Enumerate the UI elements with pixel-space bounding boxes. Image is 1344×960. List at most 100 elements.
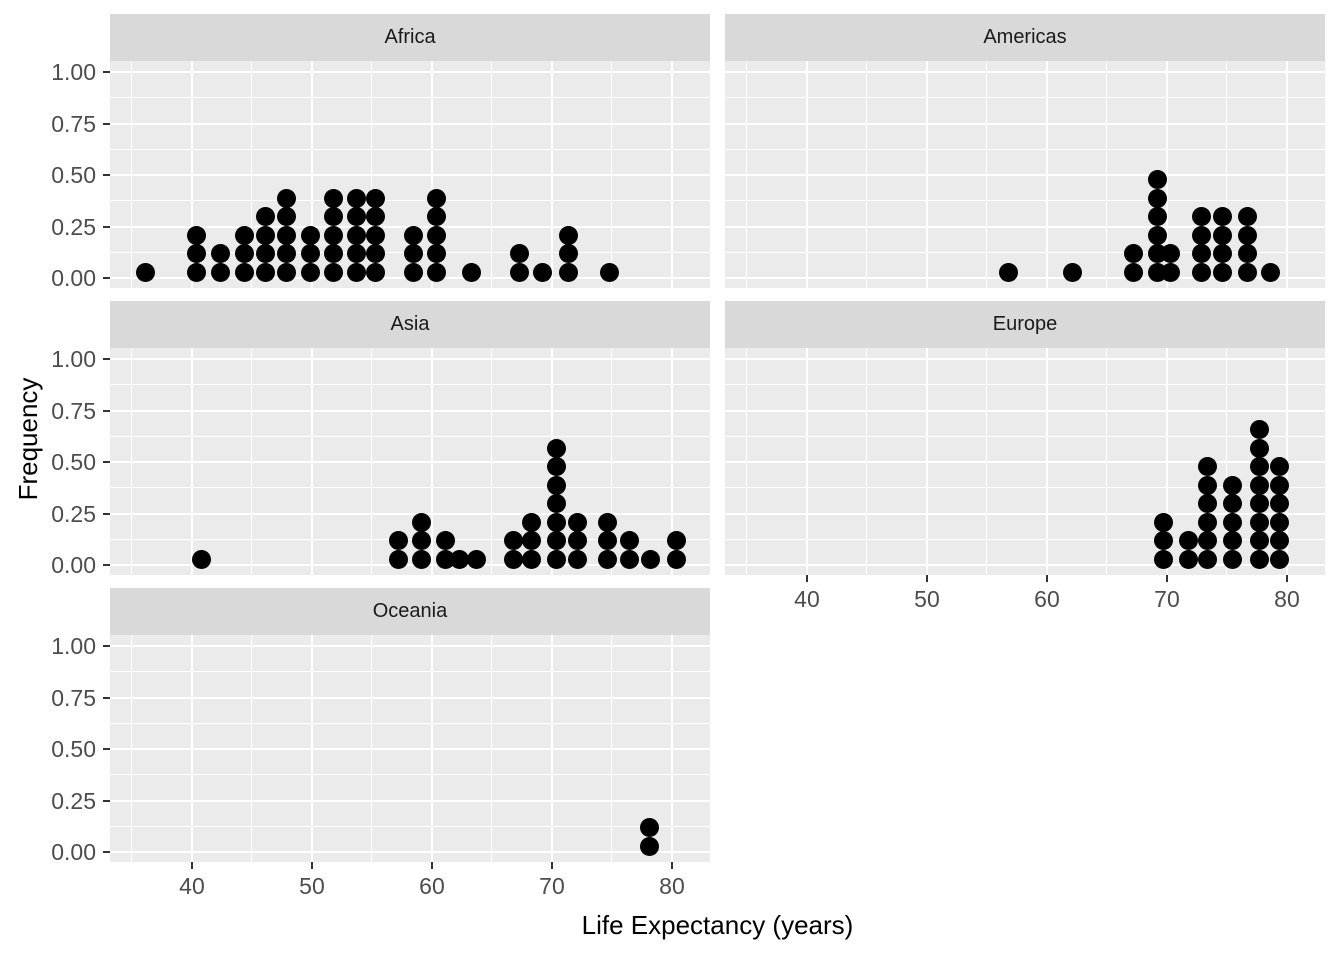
data-dot [1212,244,1232,263]
gridline-minor-x [866,61,868,288]
data-dot [567,531,587,550]
data-dot [404,262,424,282]
gridline-minor-y [110,825,710,827]
y-axis-tick-label: 1.00 [51,59,96,85]
gridline-major-x [670,61,673,288]
data-dot [559,244,579,263]
x-axis-tick [925,575,928,582]
gridline-minor-x [611,635,613,862]
data-dot [366,207,386,226]
gridline-minor-x [131,61,133,288]
gridline-major-y [725,225,1325,228]
data-dot [1192,207,1212,226]
strip-label-europe: Europe [992,313,1058,335]
gridline-major-x [310,61,313,288]
data-dot [547,531,567,550]
y-axis-tick [103,277,110,279]
x-axis-tick [430,862,433,869]
data-dot [1249,494,1269,513]
data-dot [135,262,155,282]
gridline-major-y [725,409,1325,412]
data-dot [667,549,687,569]
data-dot [411,549,431,569]
data-dot [1237,244,1257,263]
data-dot [255,207,275,226]
data-dot [547,438,567,458]
gridline-major-y [725,174,1325,176]
data-dot [235,244,255,263]
data-dot [1237,207,1257,226]
gridline-major-x [925,61,928,288]
data-dot [1198,457,1218,476]
gridline-major-x [310,635,313,862]
data-dot [450,549,470,569]
data-dot [366,188,386,208]
data-dot [1260,262,1280,282]
facet-strip: Africa [110,14,710,61]
data-dot [510,244,530,263]
gridline-minor-x [746,348,748,575]
data-dot [277,244,297,263]
gridline-minor-x [251,61,253,288]
data-dot [597,531,617,550]
x-axis-title: Life Expectancy (years) [581,910,854,940]
gridline-major-x [670,635,673,862]
data-dot [504,549,524,569]
y-axis-tick-label: 0.50 [51,449,96,475]
data-dot [1249,420,1269,439]
data-dot [388,531,408,550]
data-dot [1198,549,1218,569]
data-dot [346,188,366,208]
strip-label-americas: Americas [983,26,1067,48]
y-axis-tick-label: 0.50 [51,162,96,188]
data-dot [504,531,524,550]
gridline-major-x [550,61,553,288]
panel-oceania [110,635,710,862]
data-dot [1249,549,1269,569]
gridline-minor-x [371,61,373,288]
x-axis-tick [310,862,313,869]
data-dot [211,262,231,282]
data-dot [1123,244,1143,263]
gridline-major-y [110,564,710,566]
data-dot [366,244,386,263]
data-dot [597,549,617,569]
gridline-major-y [725,122,1325,125]
gridline-minor-y [110,384,710,386]
gridline-minor-x [1106,348,1108,575]
gridline-major-y [110,122,710,125]
gridline-minor-y [725,435,1325,437]
gridline-major-x [805,348,808,575]
gridline-major-x [430,61,433,288]
data-dot [324,244,344,263]
data-dot [1179,531,1199,550]
gridline-major-y [110,799,710,802]
data-dot [1198,475,1218,495]
gridline-major-x [1045,348,1048,575]
gridline-minor-y [110,722,710,724]
data-dot [667,531,687,550]
data-dot [1198,512,1218,532]
y-axis-tick-label: 0.75 [51,397,96,424]
x-axis-tick-label: 60 [1034,586,1060,612]
x-axis-tick-label: 60 [419,873,445,899]
data-dot [324,207,344,226]
x-axis-tick-label: 70 [1154,586,1180,612]
data-dot [388,549,408,569]
y-axis-tick-label: 0.25 [51,787,96,814]
gridline-minor-x [131,635,133,862]
data-dot [547,512,567,532]
data-dot [1249,531,1269,550]
gridline-major-y [110,358,710,360]
gridline-minor-x [866,348,868,575]
data-dot [547,475,567,495]
gridline-minor-y [110,671,710,673]
data-dot [559,225,579,245]
gridline-major-x [190,61,193,288]
data-dot [346,225,366,245]
x-axis-tick-label: 80 [1274,586,1300,612]
gridline-minor-y [110,97,710,99]
data-dot [1147,207,1167,226]
x-axis-tick-label: 50 [299,873,325,899]
gridline-minor-y [725,538,1325,540]
